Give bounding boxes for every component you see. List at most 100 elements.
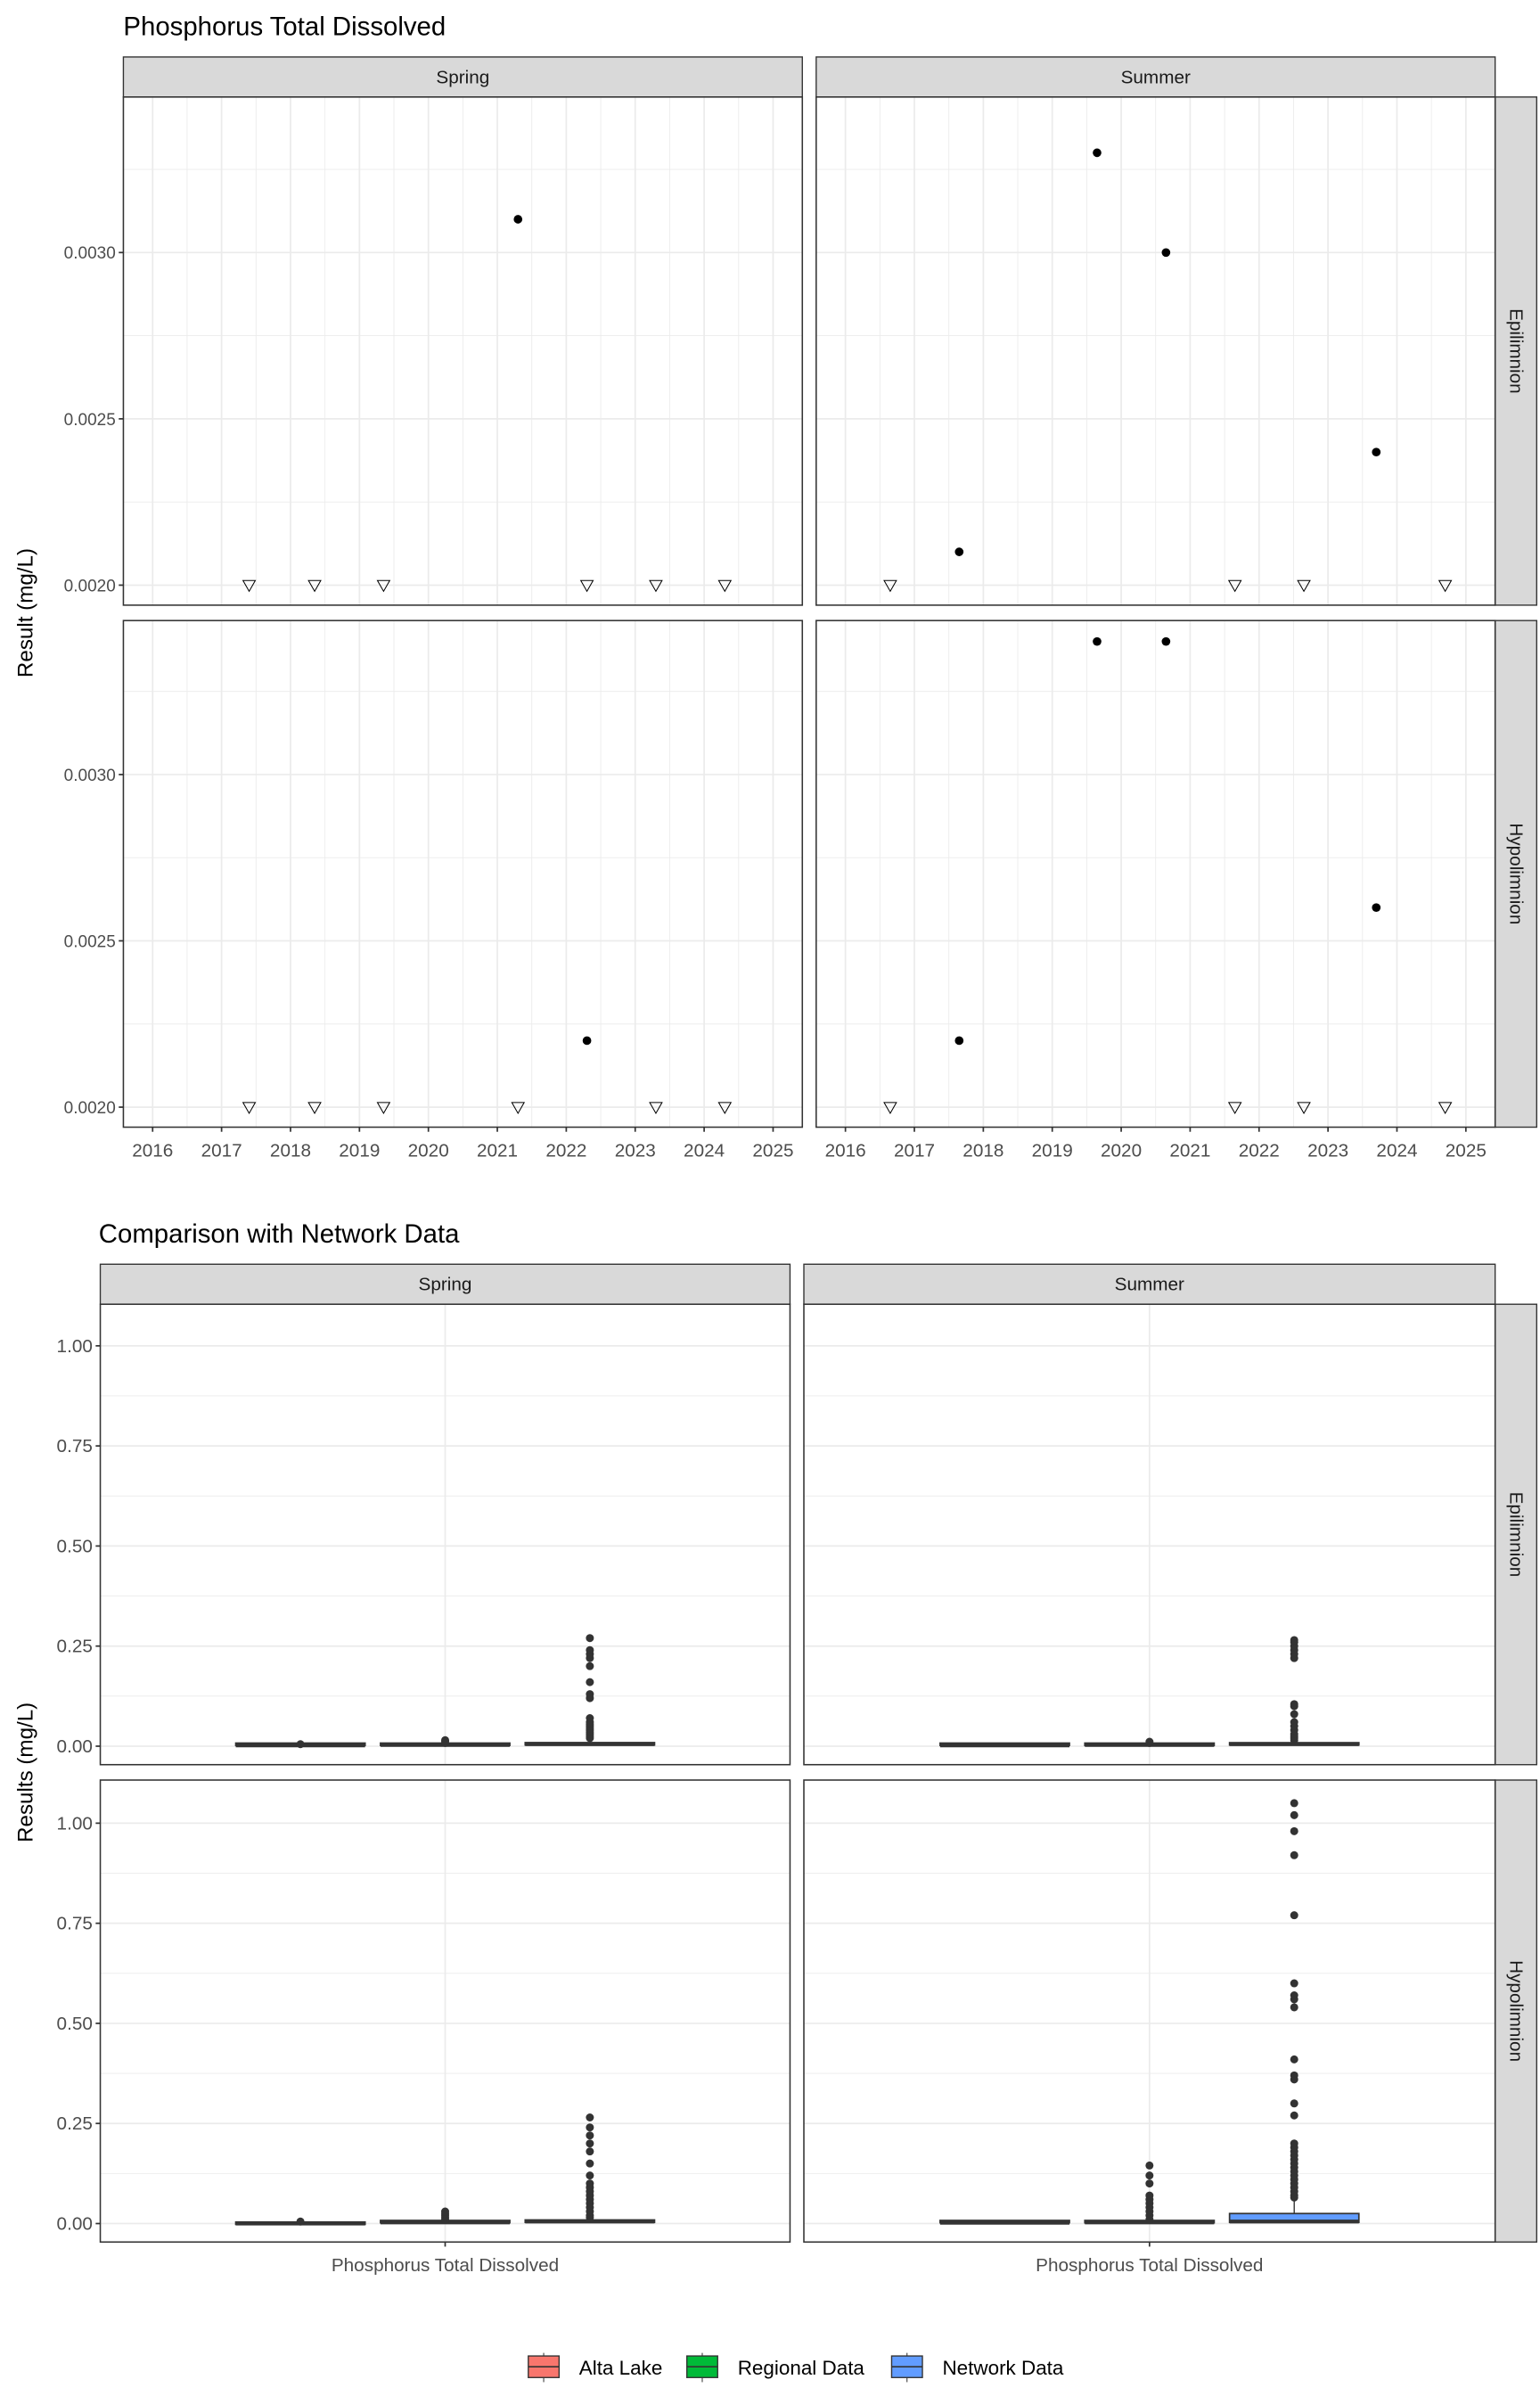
legend-label: Alta Lake — [579, 2357, 663, 2379]
panel-border — [815, 96, 1496, 606]
x-tick-label: 2016 — [825, 1140, 866, 1161]
outlier-point — [586, 2113, 594, 2121]
censored-point — [649, 1102, 663, 1115]
y-tick-label: 1.00 — [57, 1813, 93, 1834]
facet-label: Hypolimnion — [1506, 823, 1527, 924]
outlier-point — [586, 1690, 594, 1699]
censored-point — [649, 579, 663, 593]
x-tick-label: 2019 — [339, 1140, 380, 1161]
legend-item-alta-lake: Alta Lake — [528, 2352, 663, 2383]
outlier-point — [441, 2207, 449, 2216]
y-tick-label: 1.00 — [57, 1336, 93, 1357]
censored-point — [717, 1102, 733, 1115]
outlier-point — [1145, 2191, 1154, 2200]
outlier-point — [586, 2123, 594, 2132]
data-point — [513, 215, 523, 224]
outlier-point — [1290, 1718, 1298, 1727]
facet-strip-epilimnion — [1494, 96, 1537, 606]
y-axis-label: Results (mg/L) — [14, 1703, 38, 1842]
outlier-point — [441, 1735, 449, 1744]
facet-strip-spring — [99, 1263, 791, 1305]
outlier-point — [1145, 2179, 1154, 2188]
x-tick-label: 2021 — [1169, 1140, 1210, 1161]
outlier-point — [586, 2139, 594, 2148]
outlier-point — [586, 1678, 594, 1686]
facet-label: Epilimnion — [1506, 308, 1527, 394]
x-tick-label: 2022 — [545, 1140, 586, 1161]
panel-spring-epilimnion — [95, 1303, 791, 1766]
x-tick-label: 2018 — [270, 1140, 311, 1161]
x-tick-label: Phosphorus Total Dissolved — [1036, 2255, 1263, 2276]
panel-border — [815, 620, 1496, 1128]
x-tick-label: 2025 — [1446, 1140, 1487, 1161]
outlier-point — [1145, 1737, 1154, 1746]
outlier-point — [586, 2179, 594, 2188]
x-tick-label: 2021 — [477, 1140, 518, 1161]
x-tick-label: 2023 — [1307, 1140, 1348, 1161]
panel-border — [122, 620, 804, 1128]
outlier-point — [296, 1740, 305, 1749]
legend-item-regional-data: Regional Data — [686, 2352, 864, 2383]
outlier-point — [1290, 2099, 1298, 2108]
censored-point — [717, 579, 733, 593]
outlier-point — [586, 1662, 594, 1670]
censored-point — [307, 1102, 322, 1115]
y-tick-label: 0.0025 — [64, 411, 116, 430]
x-tick-label: Phosphorus Total Dissolved — [332, 2255, 559, 2276]
outlier-point — [586, 1714, 594, 1723]
facet-strip-summer — [815, 56, 1496, 98]
x-tick-label: 2020 — [1101, 1140, 1142, 1161]
data-point — [1093, 148, 1102, 158]
y-tick-label: 0.75 — [57, 1436, 93, 1456]
y-tick-label: 0.0025 — [64, 932, 116, 951]
outlier-point — [1290, 1700, 1298, 1709]
x-tick-label: 2025 — [752, 1140, 793, 1161]
panel-summer-hypolimnion — [815, 620, 1496, 1132]
outlier-point — [1290, 1979, 1298, 1988]
panel-border — [99, 1303, 791, 1766]
outlier-point — [1290, 1799, 1298, 1808]
censored-point — [376, 579, 391, 593]
facet-strip-spring — [122, 56, 803, 98]
outlier-point — [1290, 1991, 1298, 1999]
outlier-point — [1290, 2111, 1298, 2120]
outlier-point — [1290, 1636, 1298, 1645]
legend: Alta Lake Regional Data Network Data — [528, 2352, 1064, 2383]
y-tick-label: 0.0020 — [64, 1099, 116, 1118]
y-tick-label: 0.50 — [57, 1536, 93, 1556]
censored-point — [883, 1102, 897, 1115]
outlier-point — [1290, 2139, 1298, 2148]
censored-point — [242, 579, 257, 593]
outlier-point — [1290, 2055, 1298, 2064]
censored-point — [1227, 1102, 1242, 1115]
x-tick-label: 2020 — [408, 1140, 449, 1161]
x-tick-label: 2017 — [201, 1140, 242, 1161]
y-tick-label: 0.0020 — [64, 577, 116, 595]
censored-point — [376, 1102, 391, 1115]
x-tick-label: 2023 — [615, 1140, 656, 1161]
data-point — [1161, 248, 1171, 258]
panel-summer-epilimnion — [815, 96, 1496, 606]
censored-point — [883, 579, 897, 593]
legend-item-network-data: Network Data — [890, 2352, 1064, 2383]
data-point — [954, 1036, 964, 1046]
censored-point — [579, 579, 594, 593]
panel-border — [122, 96, 804, 606]
facet-strip-hypolimnion — [1494, 1779, 1537, 2243]
data-point — [954, 547, 964, 556]
outlier-point — [586, 2159, 594, 2168]
y-tick-label: 0.25 — [57, 2113, 93, 2134]
panel-summer-epilimnion — [803, 1303, 1496, 1766]
censored-point — [511, 1102, 526, 1115]
x-tick-label: 2024 — [684, 1140, 725, 1161]
y-tick-label: 0.00 — [57, 2213, 93, 2234]
outlier-point — [296, 2217, 305, 2226]
data-point — [1372, 903, 1381, 913]
outlier-point — [1145, 2171, 1154, 2180]
chart-title: Comparison with Network Data — [99, 1219, 460, 1249]
data-point — [1161, 636, 1171, 646]
outlier-point — [586, 2131, 594, 2140]
outlier-point — [1290, 1826, 1298, 1835]
panel-spring-hypolimnion — [119, 620, 804, 1132]
